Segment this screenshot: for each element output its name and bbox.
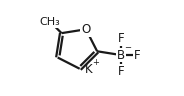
Text: O: O [81, 23, 91, 36]
Text: B: B [117, 49, 125, 62]
Text: K: K [85, 63, 92, 76]
Text: F: F [118, 65, 124, 78]
Text: +: + [93, 58, 100, 67]
Text: CH₃: CH₃ [39, 17, 60, 27]
Text: F: F [134, 49, 141, 62]
Text: F: F [118, 32, 124, 45]
Text: −: − [124, 43, 131, 52]
